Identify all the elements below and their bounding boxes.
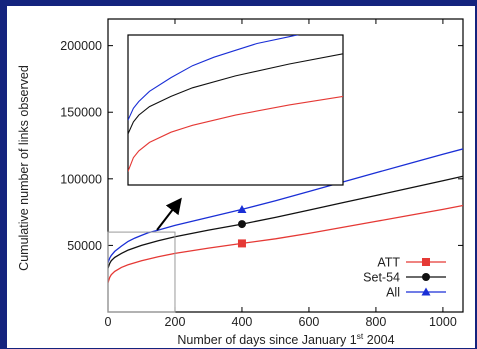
zoom-arrow (156, 197, 182, 231)
x-tick-label: 200 (165, 315, 186, 329)
legend-label-all: All (386, 286, 400, 300)
x-axis-label-superscript: st (357, 331, 364, 341)
series-line-set-54 (108, 175, 463, 269)
series-marker-att (237, 239, 246, 248)
x-axis-label-suffix: 2004 (363, 333, 394, 347)
x-axis-label-main: Number of days since January 1 (177, 333, 356, 347)
legend-marker-att (422, 258, 430, 266)
legend-label-att: ATT (377, 256, 400, 270)
plot-frame (107, 18, 464, 313)
legend-label-set-54: Set-54 (363, 271, 400, 285)
zoom-region-box (107, 231, 176, 313)
x-tick-label: 0 (105, 315, 112, 329)
x-tick-label: 600 (299, 315, 320, 329)
inset-series-line-set-54 (128, 53, 343, 135)
x-axis-label: Number of days since January 1st 2004 (177, 331, 394, 347)
series-line-all (108, 148, 463, 263)
series-line-att (108, 204, 463, 283)
x-tick-label: 1000 (429, 315, 457, 329)
y-axis-label: Cumulative number of links observed (17, 65, 31, 271)
y-tick-label: 150000 (60, 106, 102, 120)
inset-series-line-all (128, 35, 300, 121)
series-marker-all (237, 204, 247, 213)
inset-frame (127, 34, 344, 186)
inset-series-group (128, 35, 343, 172)
y-tick-label: 200000 (60, 39, 102, 53)
x-tick-label: 800 (365, 315, 386, 329)
series-marker-set-54 (237, 220, 246, 229)
legend-marker-all (421, 287, 431, 296)
y-tick-label: 100000 (60, 172, 102, 186)
legend-marker-set-54 (422, 273, 430, 281)
x-tick-label: 400 (232, 315, 253, 329)
inset-series-line-att (128, 95, 343, 172)
y-tick-label: 50000 (67, 239, 102, 253)
